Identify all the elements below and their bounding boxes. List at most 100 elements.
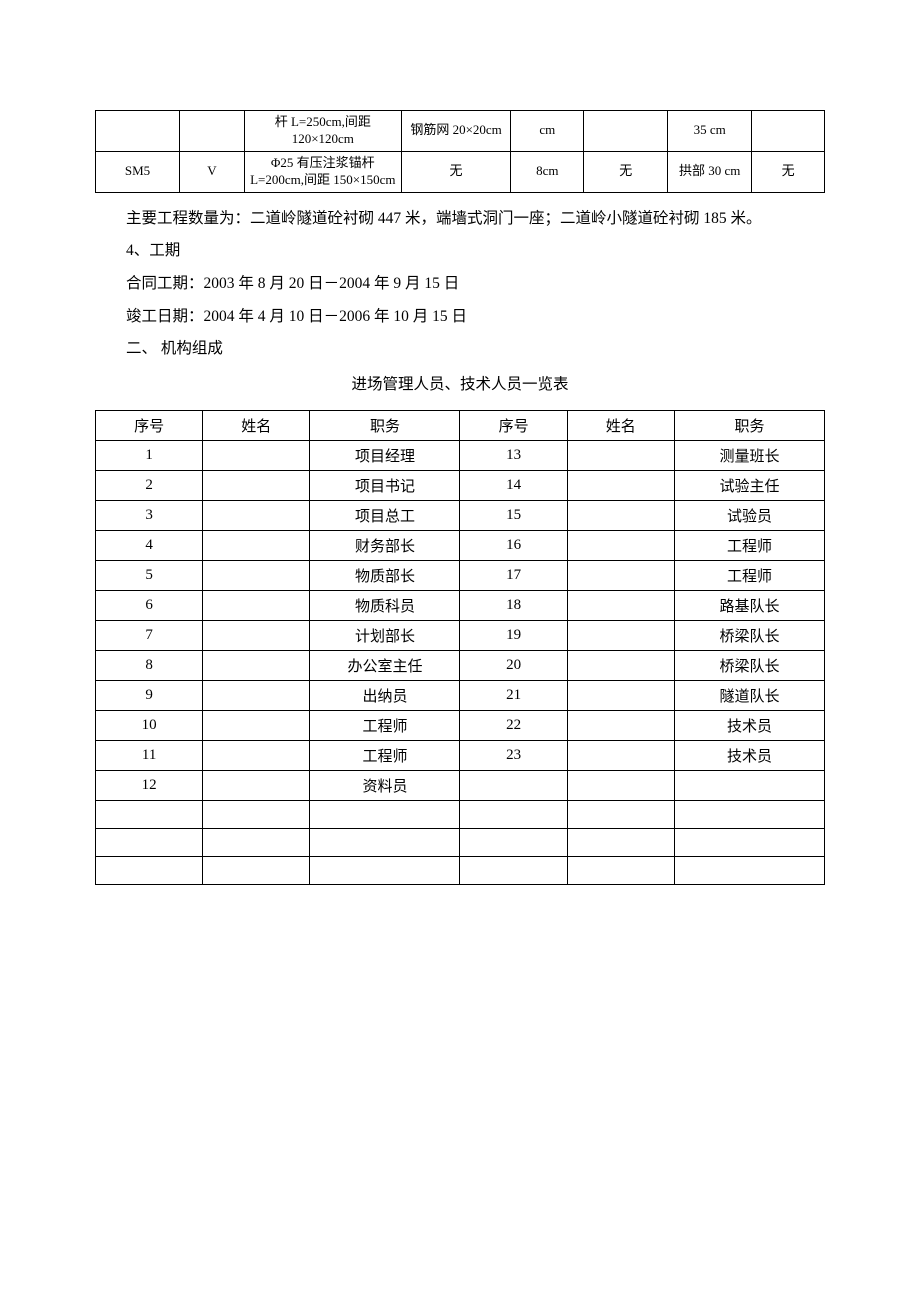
spec-cell: 拱部 30 cm <box>668 151 752 192</box>
personnel-cell <box>203 800 310 828</box>
spec-cell <box>752 111 825 152</box>
personnel-cell: 资料员 <box>310 770 460 800</box>
personnel-cell: 16 <box>460 530 567 560</box>
personnel-cell <box>96 856 203 884</box>
personnel-cell <box>567 800 674 828</box>
personnel-cell: 11 <box>96 740 203 770</box>
personnel-cell: 项目总工 <box>310 500 460 530</box>
personnel-cell <box>567 560 674 590</box>
personnel-row: 4财务部长16工程师 <box>96 530 825 560</box>
personnel-cell <box>567 530 674 560</box>
spec-cell: V <box>179 151 244 192</box>
personnel-cell <box>567 710 674 740</box>
personnel-header-cell: 职务 <box>310 410 460 440</box>
personnel-cell: 项目书记 <box>310 470 460 500</box>
personnel-cell: 测量班长 <box>674 440 824 470</box>
personnel-cell <box>567 470 674 500</box>
personnel-cell: 21 <box>460 680 567 710</box>
personnel-row <box>96 800 825 828</box>
personnel-cell <box>460 800 567 828</box>
personnel-cell <box>203 620 310 650</box>
personnel-cell: 计划部长 <box>310 620 460 650</box>
personnel-table-title: 进场管理人员、技术人员一览表 <box>95 372 825 394</box>
personnel-cell: 出纳员 <box>310 680 460 710</box>
personnel-cell: 项目经理 <box>310 440 460 470</box>
spec-cell <box>584 111 668 152</box>
personnel-row: 9出纳员21隧道队长 <box>96 680 825 710</box>
personnel-row <box>96 828 825 856</box>
personnel-cell: 技术员 <box>674 710 824 740</box>
personnel-cell <box>567 680 674 710</box>
personnel-row: 3 项目总工15 试验员 <box>96 500 825 530</box>
personnel-cell <box>203 856 310 884</box>
personnel-cell <box>96 828 203 856</box>
personnel-row: 10 工程师22 技术员 <box>96 710 825 740</box>
personnel-cell: 办公室主任 <box>310 650 460 680</box>
personnel-cell <box>203 560 310 590</box>
personnel-cell: 试验员 <box>674 500 824 530</box>
personnel-cell <box>460 770 567 800</box>
personnel-cell <box>567 620 674 650</box>
personnel-cell <box>203 650 310 680</box>
personnel-cell <box>203 740 310 770</box>
personnel-cell: 4 <box>96 530 203 560</box>
personnel-cell: 试验主任 <box>674 470 824 500</box>
spec-cell: 杆 L=250cm,间距 120×120cm <box>244 111 401 152</box>
personnel-cell: 12 <box>96 770 203 800</box>
personnel-cell <box>203 440 310 470</box>
personnel-cell: 工程师 <box>310 710 460 740</box>
spec-cell: 无 <box>752 151 825 192</box>
personnel-cell: 5 <box>96 560 203 590</box>
personnel-cell: 22 <box>460 710 567 740</box>
personnel-cell: 13 <box>460 440 567 470</box>
personnel-cell <box>310 800 460 828</box>
personnel-cell: 9 <box>96 680 203 710</box>
personnel-cell <box>203 590 310 620</box>
personnel-cell: 18 <box>460 590 567 620</box>
personnel-cell <box>674 800 824 828</box>
personnel-cell <box>310 856 460 884</box>
personnel-header-row: 序号姓名职务序号姓名职务 <box>96 410 825 440</box>
personnel-cell: 物质部长 <box>310 560 460 590</box>
personnel-cell <box>674 856 824 884</box>
personnel-cell <box>567 740 674 770</box>
personnel-cell <box>567 856 674 884</box>
personnel-cell <box>460 828 567 856</box>
spec-cell: 无 <box>401 151 511 192</box>
personnel-row <box>96 856 825 884</box>
personnel-cell <box>567 500 674 530</box>
personnel-header-cell: 职务 <box>674 410 824 440</box>
paragraph-schedule-heading: 4、工期 <box>95 237 825 266</box>
personnel-cell: 15 <box>460 500 567 530</box>
spec-cell <box>179 111 244 152</box>
personnel-row: 7计划部长19桥梁队长 <box>96 620 825 650</box>
personnel-cell <box>203 770 310 800</box>
personnel-cell: 工程师 <box>674 560 824 590</box>
personnel-cell: 6 <box>96 590 203 620</box>
personnel-header-cell: 序号 <box>96 410 203 440</box>
personnel-cell <box>203 680 310 710</box>
personnel-row: 5物质部长17工程师 <box>96 560 825 590</box>
spec-cell: SM5 <box>96 151 180 192</box>
personnel-cell <box>567 828 674 856</box>
personnel-cell: 路基队长 <box>674 590 824 620</box>
personnel-cell <box>203 710 310 740</box>
personnel-cell <box>567 770 674 800</box>
personnel-cell <box>460 856 567 884</box>
spec-cell: 无 <box>584 151 668 192</box>
personnel-cell: 桥梁队长 <box>674 620 824 650</box>
personnel-cell <box>96 800 203 828</box>
personnel-cell: 10 <box>96 710 203 740</box>
personnel-row: 12 资料员 <box>96 770 825 800</box>
personnel-cell <box>567 650 674 680</box>
personnel-cell: 1 <box>96 440 203 470</box>
personnel-row: 1 项目经理13 测量班长 <box>96 440 825 470</box>
paragraph-contract-period: 合同工期：2003 年 8 月 20 日－2004 年 9 月 15 日 <box>95 270 825 299</box>
spec-cell: 钢筋网 20×20cm <box>401 111 511 152</box>
personnel-cell <box>674 770 824 800</box>
paragraph-org-heading: 二、 机构组成 <box>95 335 825 364</box>
spec-cell: Φ25 有压注浆锚杆 L=200cm,间距 150×150cm <box>244 151 401 192</box>
personnel-cell: 3 <box>96 500 203 530</box>
personnel-cell <box>203 530 310 560</box>
personnel-cell: 19 <box>460 620 567 650</box>
